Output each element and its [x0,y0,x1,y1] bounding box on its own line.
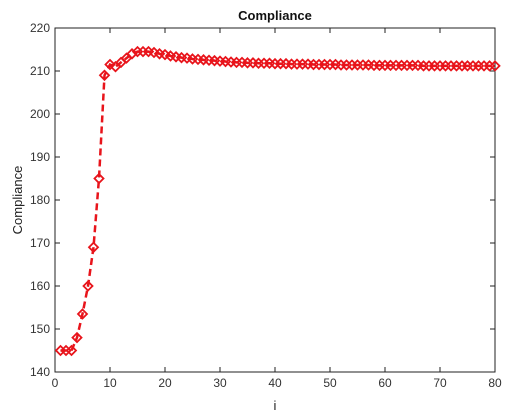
y-tick-label: 220 [30,21,50,35]
data-point-marker [489,60,501,72]
y-tick-label: 210 [30,64,50,78]
data-point-marker [104,58,116,71]
series-markers [54,45,501,357]
y-tick-label: 140 [30,365,50,379]
x-tick-label: 10 [103,376,117,390]
y-tick-label: 190 [30,150,50,164]
data-point-marker [71,331,83,344]
y-axis: 140 150 160 170 180 190 200 210 220 [30,21,495,379]
data-point-marker [93,172,105,185]
data-point-marker [65,344,78,357]
x-tick-label: 70 [433,376,447,390]
data-point-marker [82,280,94,292]
series-line [60,50,495,352]
x-tick-label: 0 [52,376,59,390]
y-tick-label: 150 [30,322,50,336]
plot-frame [54,27,496,373]
x-axis-label: i [274,398,277,413]
data-point-marker [76,308,89,320]
y-tick-label: 180 [30,193,50,207]
y-axis-label: Compliance [10,166,25,235]
x-tick-label: 20 [158,376,172,390]
x-tick-label: 30 [213,376,227,390]
x-tick-label: 60 [378,376,392,390]
x-tick-label: 40 [268,376,282,390]
x-axis: 0 10 20 30 40 50 60 70 80 [52,28,502,390]
data-point-marker [126,48,138,60]
y-tick-label: 170 [30,236,50,250]
data-point-marker [87,241,100,254]
y-tick-label: 200 [30,107,50,121]
y-tick-label: 160 [30,279,50,293]
x-tick-label: 50 [323,376,337,390]
x-tick-label: 80 [488,376,502,390]
chart-title: Compliance [238,8,312,23]
data-point-marker [98,69,111,82]
